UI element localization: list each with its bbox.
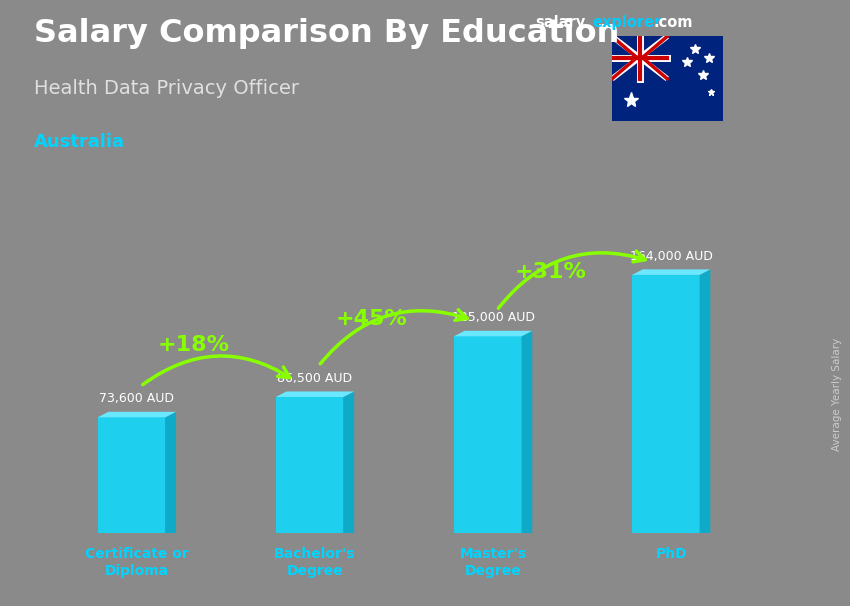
Polygon shape	[98, 412, 176, 418]
Polygon shape	[632, 275, 700, 533]
Polygon shape	[98, 418, 166, 533]
Text: Master's
Degree: Master's Degree	[460, 547, 527, 578]
Text: explorer: explorer	[592, 15, 662, 30]
Text: 125,000 AUD: 125,000 AUD	[451, 311, 535, 324]
Polygon shape	[275, 397, 343, 533]
Polygon shape	[343, 391, 354, 533]
Text: salary: salary	[536, 15, 586, 30]
Polygon shape	[700, 269, 711, 533]
Polygon shape	[275, 391, 354, 397]
Text: .com: .com	[654, 15, 693, 30]
Text: +18%: +18%	[158, 335, 230, 355]
Polygon shape	[454, 336, 522, 533]
Text: Health Data Privacy Officer: Health Data Privacy Officer	[34, 79, 299, 98]
Text: 86,500 AUD: 86,500 AUD	[277, 372, 353, 385]
Text: Certificate or
Diploma: Certificate or Diploma	[85, 547, 189, 578]
Text: 164,000 AUD: 164,000 AUD	[630, 250, 712, 263]
Text: Salary Comparison By Education: Salary Comparison By Education	[34, 18, 620, 49]
Polygon shape	[522, 331, 532, 533]
Text: +31%: +31%	[514, 262, 586, 282]
Polygon shape	[166, 412, 176, 533]
Text: +45%: +45%	[336, 310, 408, 330]
Polygon shape	[632, 269, 711, 275]
Polygon shape	[454, 331, 532, 336]
Text: Australia: Australia	[34, 133, 125, 152]
Text: 73,600 AUD: 73,600 AUD	[99, 392, 174, 405]
Text: Average Yearly Salary: Average Yearly Salary	[832, 338, 842, 450]
Bar	[667, 36, 722, 121]
Text: Bachelor's
Degree: Bachelor's Degree	[275, 547, 356, 578]
Text: PhD: PhD	[655, 547, 687, 562]
